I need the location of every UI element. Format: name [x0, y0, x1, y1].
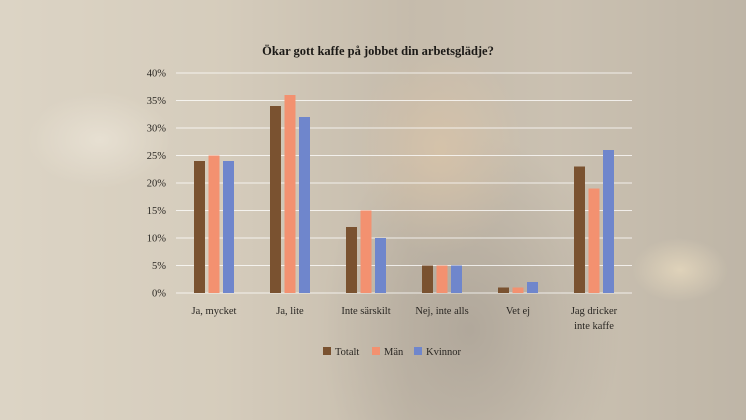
y-tick-label: 5% — [152, 261, 166, 272]
x-category-label: Vet ej — [506, 306, 530, 317]
legend-swatch — [323, 347, 331, 355]
y-tick-label: 35% — [147, 96, 167, 107]
bar-totalt-1 — [270, 106, 281, 293]
y-tick-label: 20% — [147, 179, 167, 190]
legend-swatch — [372, 347, 380, 355]
bar-totalt-3 — [422, 265, 433, 293]
bar-m-n-4 — [512, 287, 524, 293]
bar-totalt-0 — [194, 161, 205, 293]
bar-m-n-5 — [588, 188, 600, 293]
x-category-label: Inte särskilt — [341, 306, 390, 317]
chart-title: Ökar gott kaffe på jobbet din arbetsgläd… — [262, 44, 494, 58]
bar-totalt-4 — [498, 287, 509, 293]
bar-kvinnor-3 — [451, 265, 462, 293]
bar-kvinnor-1 — [299, 117, 310, 293]
x-category-label: Jag dricker — [571, 306, 618, 317]
y-axis-ticks: 0% 5% 10% 15% 20% 25% 30% 35% 40% — [147, 69, 167, 300]
bar-totalt-5 — [574, 166, 585, 293]
bar-kvinnor-2 — [375, 238, 386, 293]
y-tick-label: 10% — [147, 234, 167, 245]
legend-label: Totalt — [335, 347, 359, 358]
bar-m-n-3 — [436, 265, 448, 293]
x-category-label: Ja, mycket — [192, 306, 237, 317]
legend-label: Män — [384, 347, 404, 358]
x-category-label: Ja, lite — [276, 306, 304, 317]
x-category-label: inte kaffe — [574, 321, 614, 332]
x-axis-categories: Ja, mycket Ja, lite Inte särskilt Nej, inte… — [192, 306, 618, 332]
bar-kvinnor-4 — [527, 282, 538, 293]
bar-m-n-1 — [284, 95, 296, 293]
y-tick-label: 25% — [147, 151, 167, 162]
gridlines — [176, 72, 632, 294]
legend: Totalt Män Kvinnor — [323, 347, 462, 358]
y-tick-label: 30% — [147, 124, 167, 135]
y-tick-label: 15% — [147, 206, 167, 217]
legend-label: Kvinnor — [426, 347, 462, 358]
bar-kvinnor-0 — [223, 161, 234, 293]
bar-m-n-0 — [208, 155, 220, 293]
x-category-label: Nej, inte alls — [415, 306, 468, 317]
bars — [194, 95, 614, 293]
bar-kvinnor-5 — [603, 150, 614, 293]
y-tick-label: 0% — [152, 289, 166, 300]
y-tick-label: 40% — [147, 69, 167, 80]
bar-m-n-2 — [360, 210, 372, 293]
legend-swatch — [414, 347, 422, 355]
bar-totalt-2 — [346, 227, 357, 293]
